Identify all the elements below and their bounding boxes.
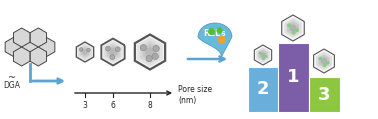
- Bar: [248, 67, 279, 112]
- Circle shape: [323, 63, 327, 67]
- Polygon shape: [101, 39, 125, 65]
- Text: 6: 6: [110, 101, 115, 110]
- Polygon shape: [259, 50, 268, 60]
- Polygon shape: [76, 42, 94, 62]
- Polygon shape: [260, 52, 266, 58]
- Polygon shape: [256, 47, 270, 63]
- Circle shape: [291, 30, 296, 35]
- Polygon shape: [130, 35, 170, 69]
- Text: 3: 3: [318, 85, 330, 104]
- Polygon shape: [290, 24, 296, 32]
- Polygon shape: [282, 15, 304, 41]
- Polygon shape: [107, 46, 119, 58]
- Circle shape: [319, 57, 322, 61]
- Text: 1: 1: [287, 69, 299, 87]
- Polygon shape: [135, 35, 165, 69]
- Polygon shape: [316, 52, 332, 70]
- Circle shape: [259, 51, 262, 55]
- Circle shape: [262, 57, 265, 60]
- Polygon shape: [73, 42, 96, 62]
- Text: 2: 2: [257, 80, 269, 99]
- Polygon shape: [5, 37, 22, 57]
- Polygon shape: [30, 28, 46, 47]
- Polygon shape: [284, 18, 302, 38]
- Polygon shape: [39, 37, 55, 57]
- Circle shape: [287, 23, 291, 27]
- Text: DGA: DGA: [3, 82, 20, 91]
- Circle shape: [295, 28, 299, 32]
- Text: 8: 8: [148, 101, 152, 110]
- Ellipse shape: [110, 55, 115, 60]
- Text: 3: 3: [82, 101, 87, 110]
- Polygon shape: [81, 47, 89, 57]
- Ellipse shape: [153, 45, 159, 52]
- Text: Pore size: Pore size: [178, 85, 212, 94]
- Circle shape: [264, 55, 268, 58]
- Ellipse shape: [105, 46, 110, 51]
- Polygon shape: [82, 49, 88, 55]
- Polygon shape: [103, 41, 122, 63]
- Text: (nm): (nm): [178, 97, 196, 106]
- Polygon shape: [98, 39, 129, 65]
- Polygon shape: [279, 12, 307, 44]
- Polygon shape: [14, 28, 30, 47]
- Polygon shape: [321, 57, 327, 65]
- Polygon shape: [30, 47, 46, 66]
- Ellipse shape: [140, 45, 147, 51]
- Polygon shape: [198, 23, 232, 59]
- Bar: [277, 43, 308, 112]
- Polygon shape: [140, 41, 160, 63]
- Ellipse shape: [115, 47, 120, 52]
- Polygon shape: [22, 37, 38, 57]
- Polygon shape: [311, 47, 336, 75]
- Polygon shape: [138, 38, 163, 66]
- Ellipse shape: [146, 55, 152, 62]
- Polygon shape: [287, 21, 299, 35]
- Bar: [308, 77, 339, 112]
- Text: REEs: REEs: [204, 28, 226, 37]
- Polygon shape: [14, 47, 30, 66]
- Ellipse shape: [152, 53, 158, 60]
- Polygon shape: [110, 48, 116, 56]
- Polygon shape: [318, 55, 330, 67]
- Polygon shape: [78, 44, 92, 60]
- Text: ~: ~: [8, 73, 16, 83]
- Polygon shape: [143, 44, 157, 60]
- Circle shape: [326, 61, 330, 65]
- Polygon shape: [146, 47, 155, 57]
- Polygon shape: [79, 45, 91, 59]
- Ellipse shape: [79, 48, 83, 51]
- Ellipse shape: [87, 48, 90, 52]
- Polygon shape: [105, 43, 121, 61]
- Polygon shape: [314, 49, 335, 73]
- Polygon shape: [253, 43, 273, 67]
- Polygon shape: [254, 45, 272, 65]
